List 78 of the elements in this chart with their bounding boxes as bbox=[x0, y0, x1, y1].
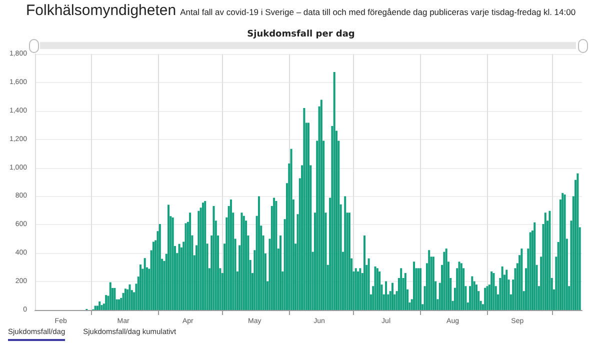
bar bbox=[506, 270, 508, 310]
bar bbox=[520, 248, 523, 310]
bar bbox=[576, 173, 579, 310]
bar bbox=[100, 305, 103, 310]
bar bbox=[124, 288, 126, 310]
bar bbox=[172, 218, 174, 310]
bar bbox=[564, 194, 566, 310]
bar bbox=[344, 196, 346, 310]
bar bbox=[443, 252, 446, 310]
bar bbox=[348, 212, 350, 310]
chart-title: Sjukdomsfall per dag bbox=[247, 30, 355, 40]
bar bbox=[242, 216, 245, 310]
bar bbox=[562, 192, 564, 310]
bar bbox=[280, 235, 282, 310]
bar bbox=[240, 212, 243, 310]
bar bbox=[529, 232, 532, 310]
bar bbox=[368, 258, 370, 310]
bar bbox=[534, 222, 536, 310]
bar bbox=[359, 268, 362, 310]
bar bbox=[128, 284, 131, 310]
bar bbox=[158, 224, 161, 310]
bar bbox=[178, 244, 180, 310]
bar bbox=[404, 273, 406, 310]
bar bbox=[168, 204, 170, 310]
bar bbox=[230, 199, 232, 310]
bar bbox=[419, 268, 422, 310]
bar bbox=[471, 276, 474, 310]
bar bbox=[189, 212, 192, 310]
bar bbox=[385, 281, 388, 310]
bar bbox=[501, 266, 504, 310]
bar bbox=[105, 295, 108, 310]
bar bbox=[94, 306, 96, 310]
bar bbox=[290, 148, 292, 310]
bar bbox=[458, 262, 460, 310]
bar bbox=[354, 268, 357, 310]
bar bbox=[378, 271, 381, 310]
bar bbox=[122, 292, 124, 310]
bar bbox=[144, 258, 146, 310]
bar bbox=[363, 235, 366, 310]
bar bbox=[333, 72, 336, 310]
bar bbox=[413, 262, 416, 310]
bar bbox=[548, 210, 551, 310]
bar bbox=[484, 288, 486, 310]
bar bbox=[486, 286, 488, 310]
bar bbox=[374, 266, 376, 310]
bar bbox=[432, 256, 434, 310]
bar bbox=[109, 282, 112, 310]
bar bbox=[202, 202, 204, 310]
bar bbox=[98, 301, 101, 310]
bar bbox=[114, 288, 116, 310]
bar bbox=[273, 198, 276, 310]
bar bbox=[303, 108, 306, 310]
bar bbox=[140, 264, 142, 310]
bar bbox=[400, 268, 402, 310]
bar bbox=[492, 273, 495, 310]
bar bbox=[490, 271, 493, 310]
text: Antal fall av covid-19 i Sverige – data till och med föregående dag publiceras varje tisdag-fredag kl. 14:00 bbox=[180, 7, 576, 17]
bar bbox=[357, 271, 360, 310]
bar bbox=[320, 100, 322, 310]
bar bbox=[391, 282, 394, 310]
bar bbox=[376, 268, 378, 310]
bar bbox=[417, 268, 420, 310]
bar bbox=[184, 223, 187, 310]
text: Folkhälsomyndigheten bbox=[26, 2, 176, 19]
bar bbox=[445, 248, 448, 310]
bar bbox=[212, 206, 215, 310]
bar bbox=[428, 250, 430, 310]
bar bbox=[475, 284, 478, 310]
bar bbox=[198, 210, 200, 310]
bar bbox=[544, 212, 546, 310]
bar bbox=[275, 201, 278, 310]
bar bbox=[204, 201, 206, 310]
bar bbox=[460, 263, 462, 310]
bar bbox=[118, 299, 120, 310]
bar bbox=[152, 242, 154, 310]
bar bbox=[258, 196, 260, 310]
bar bbox=[308, 122, 310, 310]
bar bbox=[96, 306, 98, 310]
